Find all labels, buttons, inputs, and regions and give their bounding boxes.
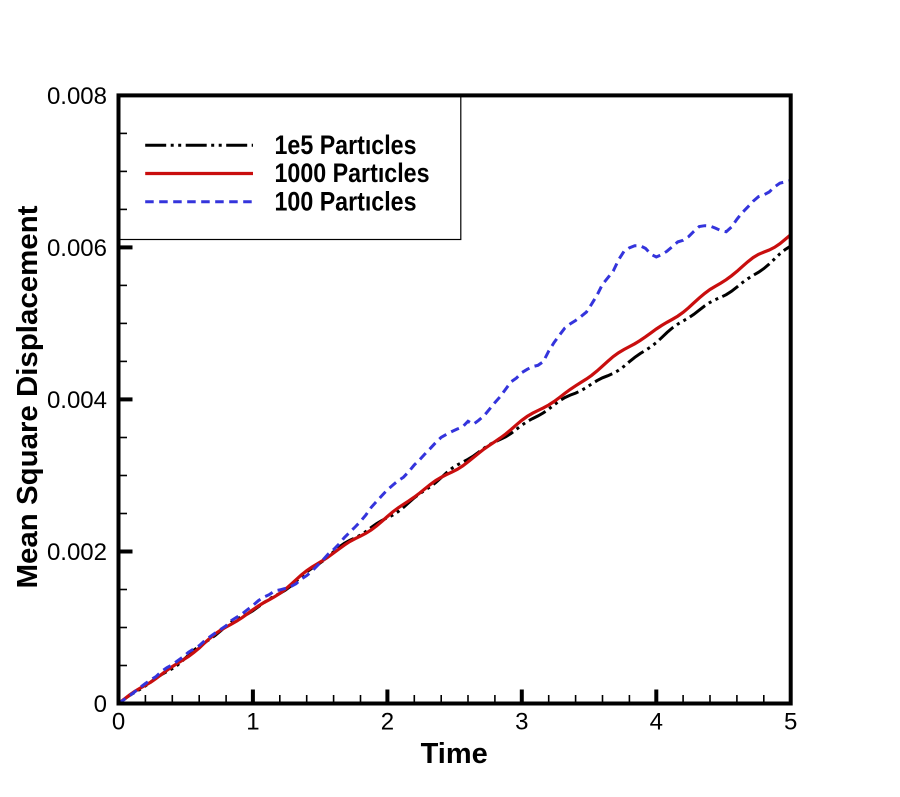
svg-text:1e5 Partıcles: 1e5 Partıcles (275, 130, 417, 160)
svg-text:1000 Partıcles: 1000 Partıcles (275, 158, 430, 188)
svg-text:5: 5 (784, 709, 797, 736)
svg-text:1: 1 (246, 709, 259, 736)
svg-text:Time: Time (421, 738, 488, 770)
svg-text:3: 3 (515, 709, 528, 736)
svg-text:4: 4 (650, 709, 663, 736)
svg-text:0: 0 (94, 691, 107, 718)
svg-text:100 Partıcles: 100 Partıcles (275, 186, 417, 216)
svg-text:0.004: 0.004 (47, 387, 107, 414)
svg-text:0.008: 0.008 (47, 83, 107, 110)
svg-text:0: 0 (112, 709, 125, 736)
svg-text:0.002: 0.002 (47, 539, 107, 566)
svg-text:0.006: 0.006 (47, 235, 107, 262)
svg-text:2: 2 (381, 709, 394, 736)
svg-text:Mean Square Displacement: Mean Square Displacement (12, 205, 44, 588)
